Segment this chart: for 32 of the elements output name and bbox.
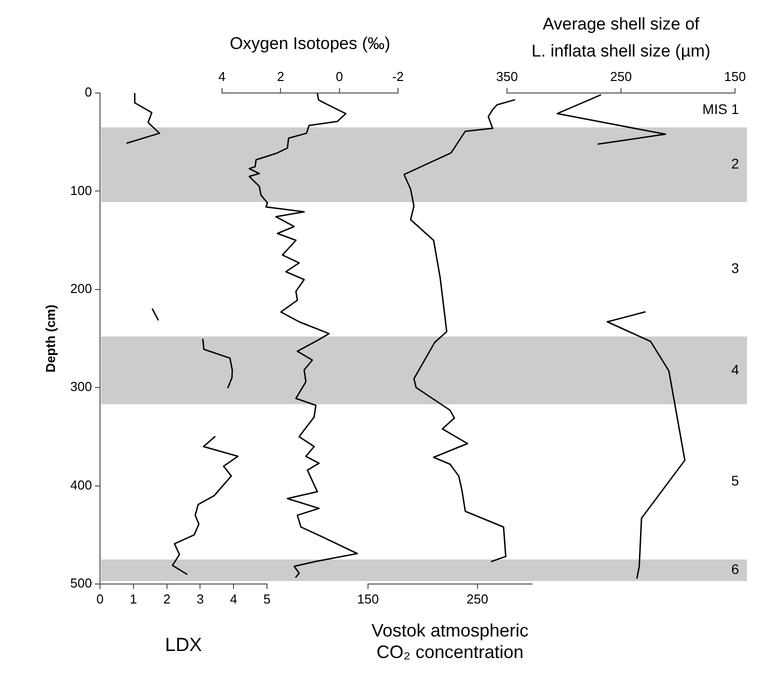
x-tick-label: 150 xyxy=(357,591,379,606)
x-tick-label: -2 xyxy=(392,68,404,84)
y-tick-label: 0 xyxy=(84,84,92,100)
y-axis-title: Depth (cm) xyxy=(43,304,58,372)
x-axis-title: Oxygen Isotopes (‰) xyxy=(230,34,390,53)
band-label: 4 xyxy=(731,361,740,378)
x-tick-label: 4 xyxy=(230,591,238,606)
x-tick-label: 150 xyxy=(724,68,746,84)
x-axis-title: Vostok atmospheric CO₂ concentration xyxy=(371,620,529,662)
band-label: 2 xyxy=(731,156,740,172)
x-axis-title: LDX xyxy=(165,634,202,656)
annotation: MIS 1 xyxy=(702,101,740,118)
x-tick-label: 0 xyxy=(96,591,104,606)
band-label: 6 xyxy=(731,561,740,578)
y-tick-label: 400 xyxy=(70,477,92,492)
annotation: 5 xyxy=(731,472,740,489)
y-tick-label: 300 xyxy=(70,379,92,394)
x-tick-label: 250 xyxy=(466,591,488,606)
x-tick-label: 2 xyxy=(163,591,170,606)
x-axis-title: Average shell size of L. inflata shell size (µm) xyxy=(532,14,710,60)
x-tick-label: 0 xyxy=(336,68,343,84)
y-tick-label: 500 xyxy=(70,576,92,591)
y-tick-label: 100 xyxy=(70,182,92,198)
x-tick-label: 2 xyxy=(277,68,284,84)
x-tick-label: 350 xyxy=(496,68,518,84)
y-tick-label: 200 xyxy=(70,280,92,296)
x-tick-label: 250 xyxy=(610,68,632,84)
x-tick-label: 4 xyxy=(218,68,226,84)
x-tick-label: 1 xyxy=(130,591,138,606)
x-tick-label: 5 xyxy=(263,591,271,606)
x-tick-label: 3 xyxy=(196,591,204,606)
annotation: 3 xyxy=(731,260,740,276)
